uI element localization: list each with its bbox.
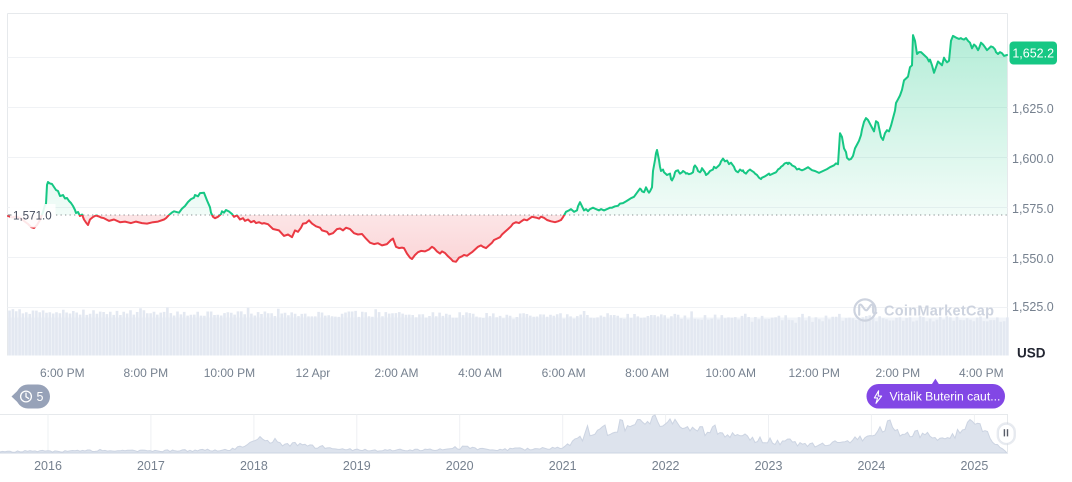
svg-text:6:00 PM: 6:00 PM — [40, 366, 85, 380]
svg-text:2021: 2021 — [549, 459, 577, 473]
svg-text:8:00 PM: 8:00 PM — [123, 366, 168, 380]
svg-text:1,600.0: 1,600.0 — [1012, 152, 1054, 166]
svg-text:1,575.0: 1,575.0 — [1012, 202, 1054, 216]
svg-text:2017: 2017 — [137, 459, 165, 473]
svg-text:2024: 2024 — [857, 459, 885, 473]
svg-text:2019: 2019 — [343, 459, 371, 473]
svg-text:5: 5 — [37, 390, 44, 404]
svg-text:1,525.0: 1,525.0 — [1012, 300, 1054, 314]
svg-text:2022: 2022 — [652, 459, 680, 473]
svg-text:4:00 AM: 4:00 AM — [458, 366, 502, 380]
svg-text:6:00 AM: 6:00 AM — [542, 366, 586, 380]
svg-text:2:00 AM: 2:00 AM — [374, 366, 418, 380]
svg-text:1,550.0: 1,550.0 — [1012, 252, 1054, 266]
svg-text:1,625.0: 1,625.0 — [1012, 102, 1054, 116]
svg-text:USD: USD — [1017, 346, 1046, 361]
svg-text:2018: 2018 — [240, 459, 268, 473]
svg-text:8:00 AM: 8:00 AM — [625, 366, 669, 380]
svg-text:2025: 2025 — [960, 459, 988, 473]
svg-text:2016: 2016 — [34, 459, 62, 473]
svg-text:12:00 PM: 12:00 PM — [789, 366, 840, 380]
svg-text:4:00 PM: 4:00 PM — [959, 366, 1004, 380]
svg-text:10:00 PM: 10:00 PM — [204, 366, 255, 380]
svg-text:1,652.2: 1,652.2 — [1012, 47, 1054, 61]
svg-text:10:00 AM: 10:00 AM — [705, 366, 756, 380]
svg-text:2023: 2023 — [755, 459, 783, 473]
svg-text:CoinMarketCap: CoinMarketCap — [884, 304, 994, 320]
svg-text:1,571.0: 1,571.0 — [13, 209, 52, 222]
svg-text:Vitalik Buterin caut...: Vitalik Buterin caut... — [890, 390, 1001, 404]
svg-text:2:00 PM: 2:00 PM — [875, 366, 920, 380]
svg-text:2020: 2020 — [446, 459, 474, 473]
svg-text:12 Apr: 12 Apr — [296, 366, 331, 380]
